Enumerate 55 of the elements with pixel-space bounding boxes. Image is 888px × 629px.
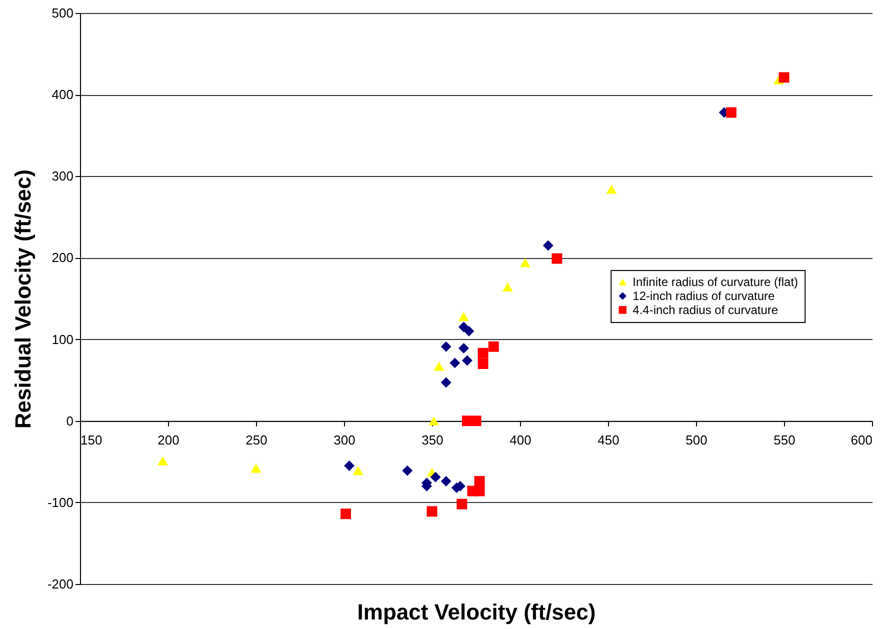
point <box>426 506 438 517</box>
point <box>778 72 790 83</box>
x-tick-label: 350 <box>422 432 444 448</box>
y-tick-label: 500 <box>52 6 74 20</box>
x-tick-label: 500 <box>686 432 708 448</box>
y-tick-label: 200 <box>52 250 74 266</box>
x-tick-label: 300 <box>334 432 356 448</box>
legend-label: Infinite radius of curvature (flat) <box>632 274 798 289</box>
legend-label: 4.4-inch radius of curvature <box>632 302 778 317</box>
point <box>458 312 469 321</box>
x-tick-label: 200 <box>158 432 180 448</box>
y-tick-label: 100 <box>52 332 74 347</box>
point <box>462 355 472 366</box>
point <box>440 377 452 388</box>
x-tick-label: 250 <box>246 432 268 448</box>
point <box>470 416 482 426</box>
x-tick-label: 150 <box>80 432 102 448</box>
point <box>456 498 468 510</box>
point <box>402 465 413 476</box>
legend-label: 12-inch radius of curvature <box>632 288 776 303</box>
point <box>430 472 441 482</box>
point <box>450 358 460 368</box>
y-tick-label: 300 <box>52 168 74 184</box>
x-tick-label: 450 <box>598 432 620 448</box>
point <box>434 362 444 371</box>
point <box>542 240 554 251</box>
y-tick-label: -200 <box>47 576 74 592</box>
x-tick-label: 550 <box>774 432 796 448</box>
point <box>250 464 262 473</box>
point <box>552 253 562 264</box>
point <box>340 508 352 520</box>
point <box>606 184 617 194</box>
point <box>474 486 485 496</box>
point <box>464 326 474 336</box>
point <box>157 456 168 466</box>
point <box>478 358 488 369</box>
point <box>352 466 364 476</box>
y-tick-label: 400 <box>52 87 74 102</box>
point <box>344 460 355 471</box>
point <box>502 282 513 292</box>
point <box>488 341 499 352</box>
point <box>428 416 440 426</box>
y-tick-label: 0 <box>66 413 74 428</box>
x-tick-label: 600 <box>850 432 872 448</box>
point <box>474 476 485 486</box>
y-tick-label: -100 <box>47 494 74 510</box>
x-axis-title: Impact Velocity (ft/sec) <box>357 600 596 624</box>
point <box>440 476 452 486</box>
point <box>520 258 531 268</box>
point <box>478 348 488 358</box>
point <box>458 343 469 354</box>
point <box>440 341 452 352</box>
point <box>726 107 736 118</box>
x-tick-label: 400 <box>510 432 532 448</box>
y-axis-title: Residual Velocity (ft/sec) <box>10 169 36 429</box>
